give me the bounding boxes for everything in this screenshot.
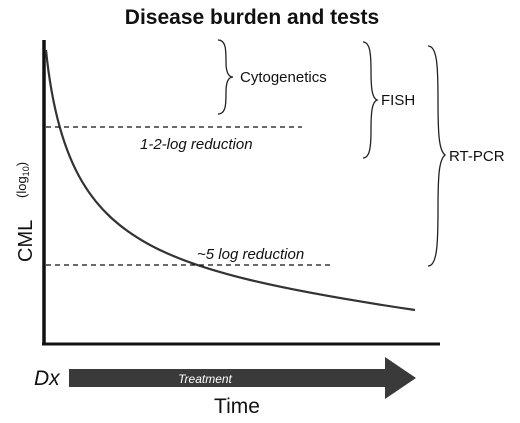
threshold-label-1-2-log: 1-2-log reduction xyxy=(140,136,253,153)
rt-pcr-brace xyxy=(427,45,447,267)
y-axis-label-text: CML xyxy=(15,220,37,262)
x-axis-label: Time xyxy=(214,395,260,418)
y-axis-unit-close: ) xyxy=(14,162,29,166)
y-axis-unit-open: (log xyxy=(14,176,29,198)
figure-title: Disease burden and tests xyxy=(125,6,379,29)
cytogenetics-brace xyxy=(217,39,234,115)
cytogenetics-label: Cytogenetics xyxy=(240,69,327,86)
threshold-label-5-log: ~5 log reduction xyxy=(197,246,304,263)
fish-brace xyxy=(362,41,379,159)
disease-burden-curve xyxy=(44,49,416,312)
treatment-arrow-label: Treatment xyxy=(178,372,232,386)
y-axis-label: CML xyxy=(15,220,37,262)
treatment-arrow xyxy=(69,357,416,399)
rt-pcr-label: RT-PCR xyxy=(449,148,505,165)
y-axis-unit: (log10) xyxy=(14,162,31,198)
dx-label: Dx xyxy=(34,367,61,390)
y-axis-unit-text: (log10) xyxy=(14,162,31,198)
fish-label: FISH xyxy=(381,92,415,109)
y-axis-unit-subscript: 10 xyxy=(21,166,31,176)
